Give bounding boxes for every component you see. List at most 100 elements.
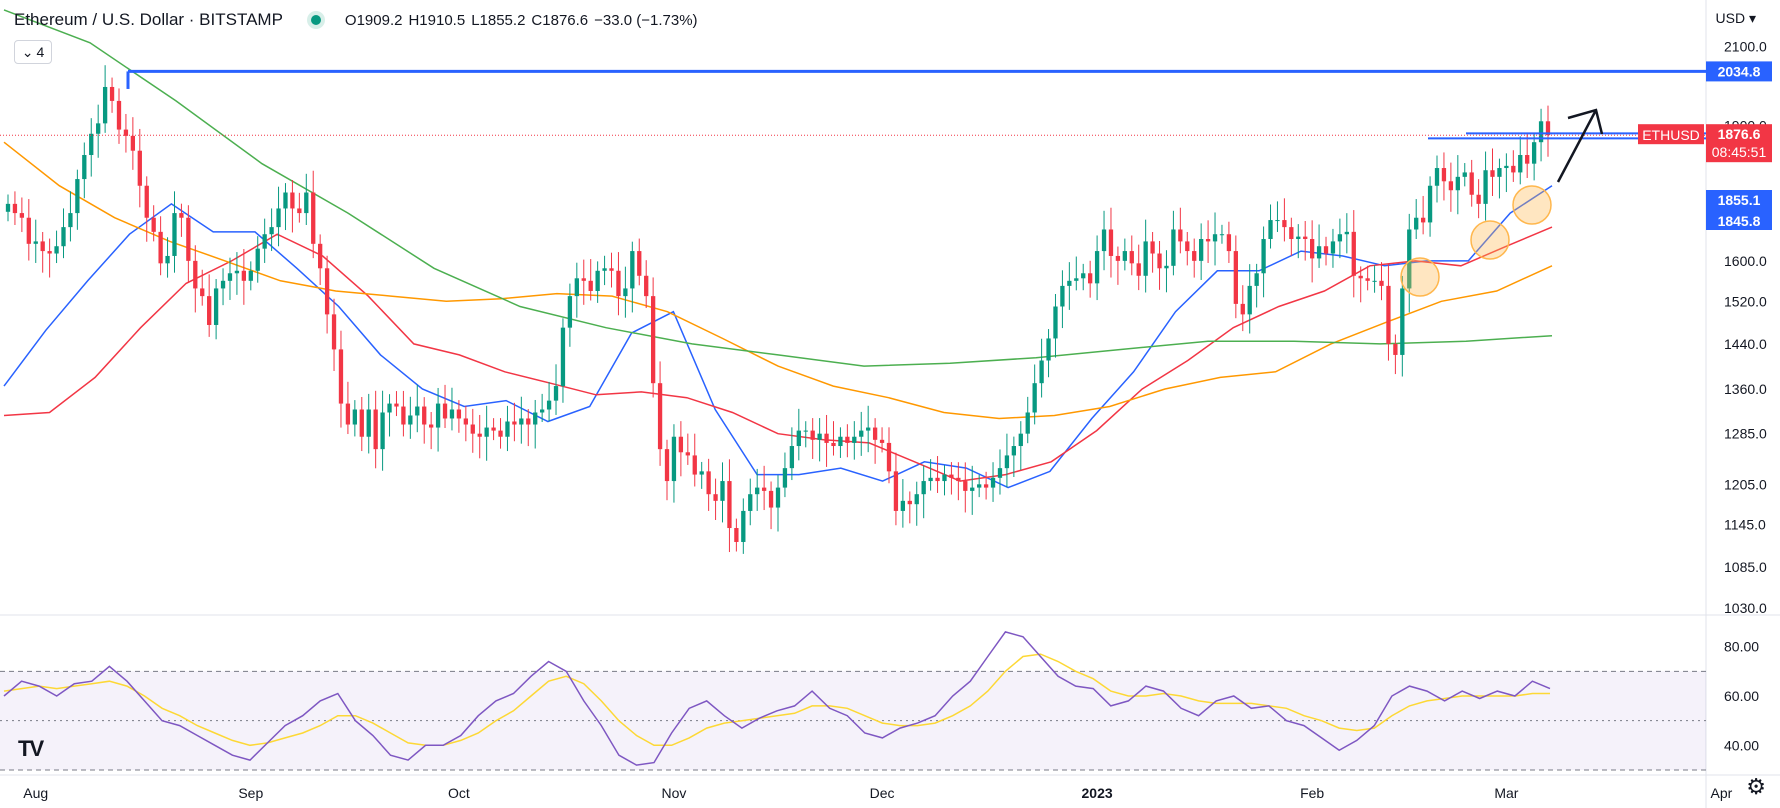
highlight-circle	[1470, 220, 1510, 260]
candle-body	[768, 490, 774, 508]
candle-body	[193, 260, 198, 289]
rsi-tick-label: 60.00	[1724, 688, 1759, 704]
candle-body	[311, 192, 316, 244]
tradingview-logo[interactable]: TV	[18, 736, 44, 761]
candle-body	[408, 415, 413, 425]
ohlc-low: L1855.2	[471, 11, 526, 29]
candle-body	[345, 403, 351, 425]
candle-body	[1462, 172, 1467, 177]
candle-body	[109, 86, 115, 101]
candle-body	[748, 494, 753, 511]
price-tick-label: 1205.0	[1724, 476, 1767, 492]
candle-body	[33, 241, 38, 244]
resistance-label: 2034.8	[1718, 63, 1761, 79]
time-tick-label: 2023	[1082, 785, 1113, 801]
candle-body	[1434, 168, 1440, 186]
candle-body	[429, 424, 434, 428]
candle-body	[359, 409, 364, 437]
candle-body	[949, 474, 954, 478]
candle-body	[442, 403, 448, 419]
price-tick-label: 2100.0	[1724, 39, 1767, 55]
moving-average-line	[3, 185, 1553, 489]
candle-body	[1108, 229, 1114, 256]
time-tick-label: Aug	[23, 785, 48, 801]
candle-body	[1525, 155, 1530, 164]
candle-body	[172, 213, 177, 256]
candle-body	[810, 430, 815, 440]
candle-body	[526, 418, 531, 425]
candle-body	[942, 474, 947, 482]
chevron-down-icon: ⌄	[21, 43, 34, 60]
candle-body	[1004, 455, 1010, 469]
candle-body	[1538, 121, 1544, 143]
candle-body	[207, 296, 212, 325]
candle-body	[276, 208, 281, 228]
candle-body	[1247, 285, 1252, 315]
candle-body	[1081, 273, 1086, 279]
candle-body	[158, 231, 163, 264]
candle-body	[539, 409, 545, 413]
candle-body	[1469, 172, 1474, 195]
candle-body	[1351, 231, 1356, 276]
candle-body	[290, 192, 295, 209]
symbol-title[interactable]: Ethereum / U.S. Dollar · BITSTAMP	[14, 10, 283, 29]
candle-body	[567, 296, 573, 328]
candle-body	[1427, 185, 1433, 223]
candle-body	[831, 442, 836, 447]
candle-body	[1414, 217, 1419, 230]
candle-body	[1171, 229, 1176, 266]
candle-body	[755, 487, 760, 495]
market-status-dot[interactable]	[310, 15, 321, 25]
candle-body	[845, 436, 850, 443]
candle-body	[1233, 251, 1238, 304]
candle-body	[491, 427, 496, 431]
candle-body	[1303, 236, 1308, 240]
currency-selector[interactable]: USD ▾	[1715, 10, 1756, 26]
candle-body	[644, 275, 649, 297]
rsi-ma-line	[3, 653, 1550, 747]
candle-body	[588, 280, 593, 291]
candle-body	[1420, 217, 1426, 223]
candle-body	[533, 412, 538, 425]
arrow-head	[1567, 108, 1604, 135]
price-tick-label: 1360.0	[1724, 381, 1767, 397]
candle-body	[1344, 231, 1349, 235]
candle-body	[699, 471, 704, 475]
candle-body	[1150, 241, 1155, 254]
candle-body	[1490, 170, 1495, 177]
candle-body	[12, 203, 18, 214]
ohlc-close: C1876.6	[531, 11, 589, 29]
gear-icon[interactable]: ⚙	[1746, 774, 1766, 799]
candle-body	[657, 383, 663, 450]
candle-body	[1393, 343, 1398, 355]
candle-body	[727, 481, 732, 529]
candle-body	[692, 455, 697, 475]
candle-body	[886, 442, 892, 472]
candle-body	[1407, 229, 1412, 289]
candle-body	[956, 477, 961, 482]
candle-body	[1309, 239, 1315, 259]
indicators-toggle[interactable]: ⌄ 4	[14, 40, 52, 64]
candle-body	[324, 268, 330, 315]
candle-body	[1205, 239, 1211, 242]
candle-body	[61, 227, 66, 247]
rsi-tick-label: 80.00	[1724, 639, 1759, 655]
candle-body	[581, 278, 586, 281]
candle-body	[706, 471, 711, 495]
candle-body	[713, 494, 718, 501]
time-tick-label: Dec	[870, 785, 895, 801]
candle-body	[1025, 412, 1030, 434]
candle-body	[5, 203, 11, 212]
candle-body	[415, 406, 420, 416]
moving-average-line	[3, 226, 1553, 482]
candle-body	[1212, 234, 1218, 242]
candle-body	[602, 268, 607, 271]
support-low-label: 1845.8	[1718, 213, 1761, 229]
candle-body	[47, 251, 52, 254]
candle-body	[318, 243, 323, 269]
candle-body	[227, 273, 233, 281]
candle-body	[283, 192, 288, 209]
candle-body	[477, 433, 482, 437]
candle-body	[401, 406, 406, 425]
